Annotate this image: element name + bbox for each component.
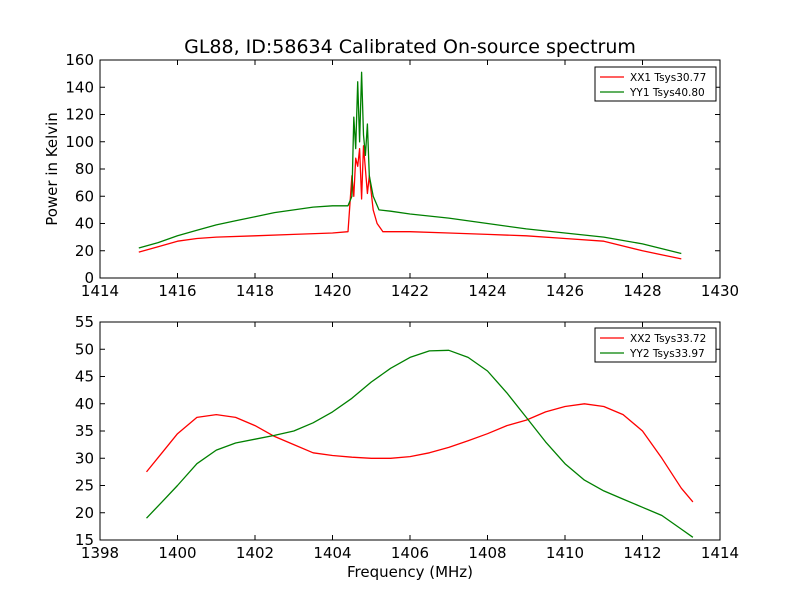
legend-label-1: XX1 Tsys30.77 (630, 72, 706, 84)
bottom-plot: 1398 1400 1402 1404 1406 1408 1410 1412 1414 15 20… (75, 313, 739, 562)
y-tick-label: 35 (75, 422, 94, 440)
x-tick-label: 1412 (623, 544, 661, 562)
y-tick-label: 30 (75, 449, 94, 467)
x-tick-label: 1410 (546, 544, 584, 562)
y-tick-label: 120 (65, 106, 94, 124)
series-line-1-2 (138, 71, 682, 255)
legend-label-1: XX2 Tsys33.72 (630, 333, 706, 345)
bottom-x-axis-label: Frequency (MHz) (347, 563, 473, 581)
x-tick-label: 1398 (81, 544, 119, 562)
legend-box (594, 66, 717, 102)
y-tick-label: 20 (75, 504, 94, 522)
x-tick-label: 1404 (313, 544, 351, 562)
x-tick-label: 1430 (701, 282, 739, 300)
x-tick-label: 1424 (468, 282, 506, 300)
x-tick-label: 1402 (236, 544, 274, 562)
x-tick-label: 1420 (313, 282, 351, 300)
y-tick-label: 25 (75, 477, 94, 495)
x-tick-label: 1422 (391, 282, 429, 300)
x-tick-label: 1418 (236, 282, 274, 300)
legend-label-2: YY1 Tsys40.80 (629, 87, 705, 99)
y-tick-label: 100 (65, 133, 94, 151)
chart-title: GL88, ID:58634 Calibrated On-source spec… (184, 36, 636, 58)
series-line-2-1 (145, 403, 694, 503)
x-tick-label: 1414 (81, 282, 119, 300)
y-tick-label: 40 (75, 215, 94, 233)
y-tick-label: 55 (75, 313, 94, 331)
x-tick-label: 1408 (468, 544, 506, 562)
series-line-1-1 (138, 145, 682, 260)
y-tick-label: 80 (75, 160, 94, 178)
top-plot: 1414 1416 1418 1420 1422 1424 1426 1428 1430 0 20 4… (65, 51, 739, 300)
y-tick-label: 140 (65, 78, 94, 96)
y-tick-label: 20 (75, 242, 94, 260)
legend-box (594, 327, 717, 363)
y-tick-label: 45 (75, 368, 94, 386)
x-tick-label: 1414 (701, 544, 739, 562)
x-tick-label: 1426 (546, 282, 584, 300)
y-tick-label: 60 (75, 187, 94, 205)
x-tick-label: 1400 (158, 544, 196, 562)
y-tick-label: 160 (65, 51, 94, 69)
series-line-2-2 (146, 349, 694, 538)
top-y-axis-label: Power in Kelvin (43, 112, 61, 226)
x-tick-label: 1428 (623, 282, 661, 300)
y-tick-label: 0 (84, 269, 94, 287)
legend-label-2: YY2 Tsys33.97 (629, 348, 705, 360)
x-tick-label: 1416 (158, 282, 196, 300)
y-tick-label: 50 (75, 340, 94, 358)
legend: XX1 Tsys30.77 YY1 Tsys40.80 (594, 66, 717, 102)
x-tick-label: 1406 (391, 544, 429, 562)
legend: XX2 Tsys33.72 YY2 Tsys33.97 (594, 327, 717, 363)
y-tick-label: 15 (75, 531, 94, 549)
y-tick-label: 40 (75, 395, 94, 413)
